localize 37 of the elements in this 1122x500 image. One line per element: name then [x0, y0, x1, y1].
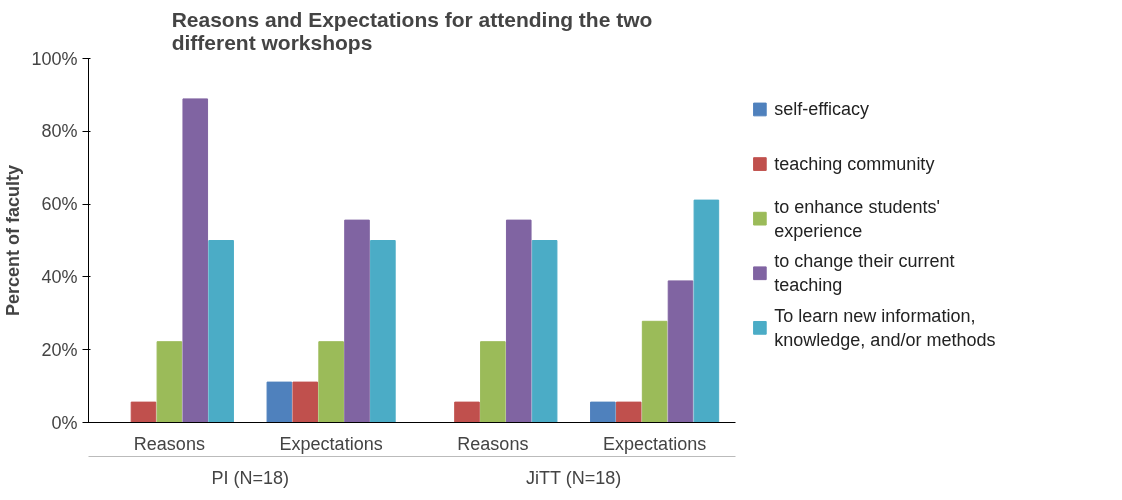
text: PI (N=18): [211, 467, 290, 488]
legend-label: self-efficacy: [774, 99, 869, 120]
y-tick-label: 20%: [41, 339, 78, 360]
bar: [590, 401, 616, 423]
x-tick-label: Expectations: [603, 433, 707, 454]
bar: [615, 401, 642, 423]
y-tick-label: 100%: [31, 48, 78, 69]
bar: [182, 98, 209, 423]
bar: [370, 240, 396, 423]
y-axis-title: Percent of faculty: [3, 164, 24, 317]
bar: [344, 219, 370, 423]
bar: [292, 381, 319, 423]
legend-label: to enhance students' experience: [774, 196, 940, 241]
y-tick-label: 80%: [41, 121, 78, 142]
bar: [480, 341, 506, 423]
legend-label: To learn new information, knowledge, and/or methods: [774, 305, 996, 350]
text: JiTT (N=18): [525, 467, 622, 488]
y-tick-label: 40%: [41, 266, 78, 287]
bar: [667, 280, 694, 423]
bar: [266, 381, 293, 423]
bar: [505, 219, 532, 423]
y-tick-label: 0%: [51, 412, 78, 433]
chart-title: Reasons and Expectations for attending the two different workshops: [171, 7, 653, 54]
bar: [208, 240, 234, 423]
x-tick-label: Reasons: [457, 433, 529, 454]
bar: [318, 341, 344, 423]
bar: [531, 240, 558, 423]
bar: [130, 401, 157, 423]
y-tick-label: 60%: [41, 194, 78, 215]
legend-label: to change their current teaching: [774, 251, 955, 296]
bar: [156, 341, 183, 423]
x-tick-label: Expectations: [279, 433, 383, 454]
legend-label: teaching community: [774, 154, 935, 175]
x-tick-label: Reasons: [133, 433, 205, 454]
bar: [641, 320, 668, 423]
bar: [693, 199, 720, 423]
bar: [454, 401, 480, 423]
